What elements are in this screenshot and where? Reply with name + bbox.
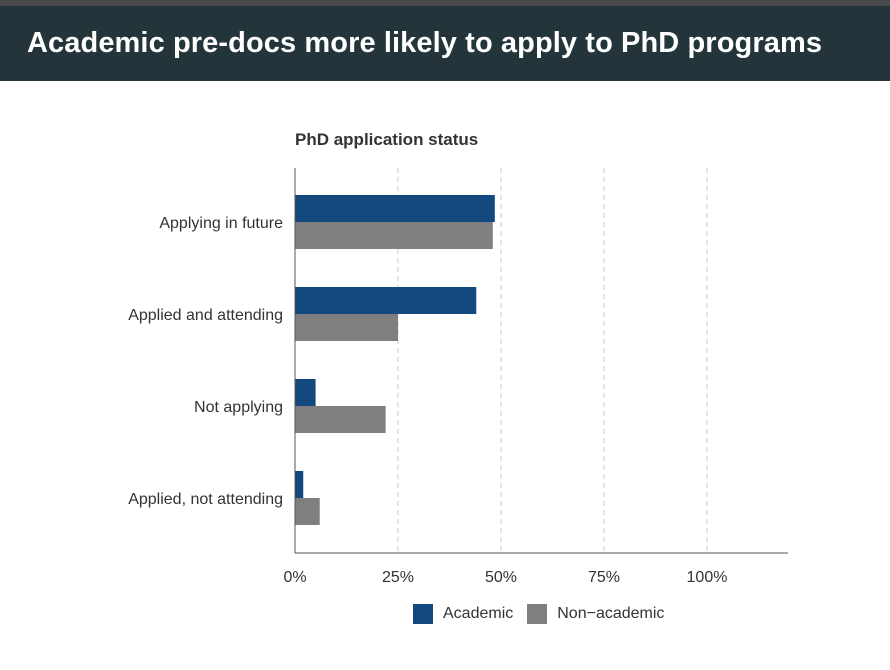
category-label-3: Applied, not attending	[128, 491, 283, 508]
bar-0-1	[295, 222, 493, 249]
top-border	[0, 0, 890, 6]
legend-swatch-academic	[413, 604, 433, 624]
category-label-0: Applying in future	[159, 215, 283, 232]
x-tick-label-75: 75%	[588, 569, 620, 586]
bar-2-0	[295, 379, 316, 406]
bar-3-1	[295, 498, 320, 525]
x-tick-label-100: 100%	[687, 569, 728, 586]
page-title: Academic pre-docs more likely to apply t…	[27, 27, 823, 59]
legend-label-academic: Academic	[443, 605, 514, 622]
bars-group	[295, 195, 495, 525]
bar-2-1	[295, 406, 386, 433]
legend-item-non-academic: Non−academic	[527, 604, 664, 624]
legend-swatch-non-academic	[527, 604, 548, 624]
bar-1-1	[295, 314, 398, 341]
x-tick-label-25: 25%	[382, 569, 414, 586]
bar-0-0	[295, 195, 495, 222]
legend-item-academic: Academic	[413, 604, 513, 624]
x-tick-labels: 0% 25% 50% 75% 100%	[283, 569, 727, 586]
category-label-2: Not applying	[194, 399, 283, 416]
legend: Academic Non−academic	[413, 604, 678, 624]
legend-label-non-academic: Non−academic	[557, 605, 665, 622]
bar-1-0	[295, 287, 477, 314]
bar-3-0	[295, 471, 304, 498]
x-tick-label-50: 50%	[485, 569, 517, 586]
title-banner: Academic pre-docs more likely to apply t…	[0, 6, 890, 81]
x-tick-label-0: 0%	[283, 569, 306, 586]
category-labels: Applying in future Applied and attending N…	[128, 215, 283, 508]
chart-title: PhD application status	[295, 130, 478, 149]
category-label-1: Applied and attending	[128, 307, 283, 324]
